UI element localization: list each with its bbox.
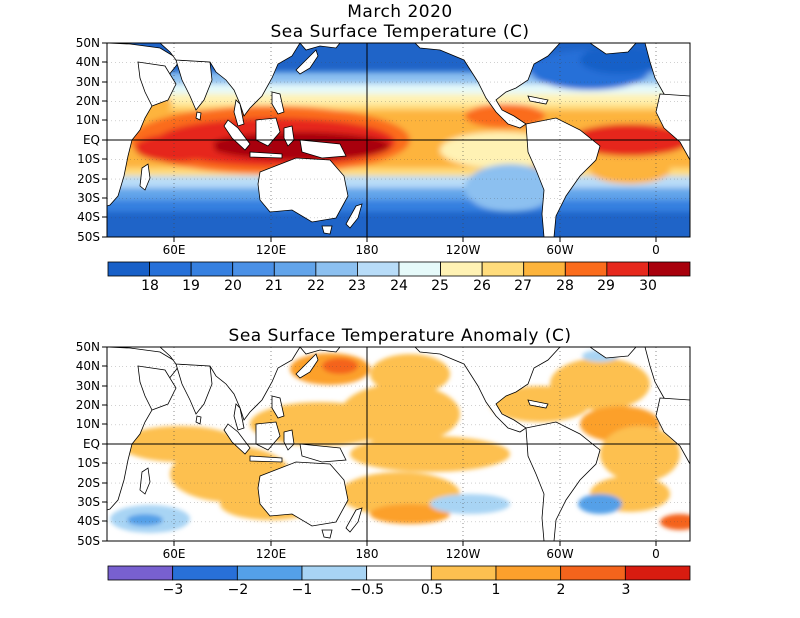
anomaly-colorbar-label: 0.5: [421, 582, 443, 598]
sst-lon-axis: 60E 120E 180 120W 60W 0: [163, 237, 660, 257]
sst-lat-label: 50N: [76, 36, 100, 50]
anomaly-panel-title: Sea Surface Temperature Anomaly (C): [228, 326, 572, 346]
sst-colorbar-swatch: [481, 261, 525, 277]
anomaly-colorbar-swatch: [560, 565, 626, 581]
sst-lon-label: 120E: [256, 243, 287, 257]
anomaly-colorbar-label: −2: [228, 582, 249, 598]
sst-lon-label: 180: [356, 243, 379, 257]
sst-lat-label: 40N: [76, 55, 100, 69]
sst-colorbar-label: 21: [265, 278, 283, 294]
sst-colorbar-swatch: [357, 261, 400, 277]
anomaly-lat-label: 30S: [77, 495, 100, 509]
sst-lat-label: 10S: [77, 152, 100, 166]
sst-colorbar-labels: 18 19 20 21 22 23 24 25 26 27 28 29 30: [141, 278, 657, 294]
anomaly-colorbar-swatch: [366, 565, 432, 581]
anomaly-colorbar-label: 2: [557, 582, 566, 598]
anomaly-lon-label: 180: [356, 547, 379, 561]
sst-lon-label: 0: [652, 243, 660, 257]
anomaly-lon-label: 0: [652, 547, 660, 561]
sst-colorbar-label: 19: [182, 278, 200, 294]
sst-colorbar-swatch: [648, 261, 691, 277]
sst-colorbar-swatch: [606, 261, 649, 277]
anomaly-colorbar-label: −0.5: [350, 582, 384, 598]
sst-colorbar-swatch: [273, 261, 317, 277]
anomaly-colorbar-label: 1: [492, 582, 501, 598]
sst-colorbar-swatch: [440, 261, 483, 277]
anomaly-lat-label: 10N: [76, 417, 100, 431]
anomaly-lat-label: 20N: [76, 398, 100, 412]
anomaly-lat-label: 50S: [77, 534, 100, 548]
sst-colorbar-label: 25: [431, 278, 449, 294]
sst-colorbar-swatch: [315, 261, 358, 277]
sst-colorbar-swatch: [523, 261, 566, 277]
anomaly-lat-label: 50N: [76, 340, 100, 354]
map-date-title: March 2020: [347, 2, 453, 22]
anomaly-colorbar-swatch: [495, 565, 562, 581]
anomaly-lat-label: 40S: [77, 514, 100, 528]
sst-colorbar-label: 27: [514, 278, 532, 294]
anomaly-colorbar-swatch: [301, 565, 368, 581]
sst-lat-label: 10N: [76, 113, 100, 127]
sst-colorbar: [107, 261, 691, 277]
anomaly-colorbar-swatch: [107, 565, 174, 581]
sst-colorbar-label: 30: [639, 278, 657, 294]
anomaly-lon-label: 60W: [546, 547, 573, 561]
sst-colorbar-label: 20: [224, 278, 242, 294]
anomaly-lon-axis: 60E 120E 180 120W 60W 0: [163, 541, 660, 561]
sst-colorbar-label: 23: [348, 278, 366, 294]
sst-lat-label: 50S: [77, 230, 100, 244]
anomaly-lat-axis: 50N 40N 30N 20N 10N EQ 10S 20S 30S 40S 5…: [76, 340, 107, 548]
sst-lat-label: 30S: [77, 191, 100, 205]
anomaly-lon-label: 60E: [163, 547, 186, 561]
sst-lat-label: 40S: [77, 210, 100, 224]
anomaly-lat-label: 40N: [76, 359, 100, 373]
anomaly-colorbar-labels: −3 −2 −1 −0.5 0.5 1 2 3: [163, 582, 631, 598]
anomaly-lon-label: 120E: [256, 547, 287, 561]
anomaly-lat-label: EQ: [83, 437, 100, 451]
sst-colorbar-swatch: [398, 261, 441, 277]
anomaly-colorbar-swatch: [236, 565, 303, 581]
sst-colorbar-swatch: [564, 261, 608, 277]
anomaly-lat-label: 30N: [76, 379, 100, 393]
sst-colorbar-swatch: [232, 261, 275, 277]
sst-lat-label: EQ: [83, 133, 100, 147]
anomaly-colorbar-label: −1: [292, 582, 313, 598]
anomaly-map: [107, 347, 690, 541]
anomaly-colorbar-swatch: [430, 565, 497, 581]
anomaly-lat-label: 10S: [77, 456, 100, 470]
sst-colorbar-label: 18: [141, 278, 159, 294]
sst-colorbar-label: 26: [473, 278, 491, 294]
sst-lon-label: 60W: [546, 243, 573, 257]
sst-colorbar-swatch: [149, 261, 192, 277]
anomaly-colorbar-label: 3: [622, 582, 631, 598]
sst-lat-axis: 50N 40N 30N 20N 10N EQ 10S 20S 30S 40S 5…: [76, 36, 107, 244]
sst-colorbar-label: 24: [390, 278, 408, 294]
anomaly-colorbar-swatch: [624, 565, 691, 581]
sst-lon-label: 60E: [163, 243, 186, 257]
sst-lat-label: 20N: [76, 94, 100, 108]
anomaly-colorbar: [107, 565, 691, 581]
anomaly-lon-label: 120W: [446, 547, 481, 561]
sst-colorbar-swatch: [190, 261, 234, 277]
anomaly-colorbar-label: −3: [163, 582, 184, 598]
sst-map: [107, 43, 690, 237]
sst-colorbar-swatch: [107, 261, 150, 277]
anomaly-colorbar-swatch: [172, 565, 238, 581]
anomaly-lat-label: 20S: [77, 476, 100, 490]
sst-colorbar-label: 22: [307, 278, 325, 294]
sst-lat-label: 20S: [77, 172, 100, 186]
sst-lat-label: 30N: [76, 75, 100, 89]
sst-colorbar-label: 28: [556, 278, 574, 294]
sst-colorbar-label: 29: [597, 278, 615, 294]
sst-panel-title: Sea Surface Temperature (C): [270, 22, 530, 42]
sst-lon-label: 120W: [446, 243, 481, 257]
